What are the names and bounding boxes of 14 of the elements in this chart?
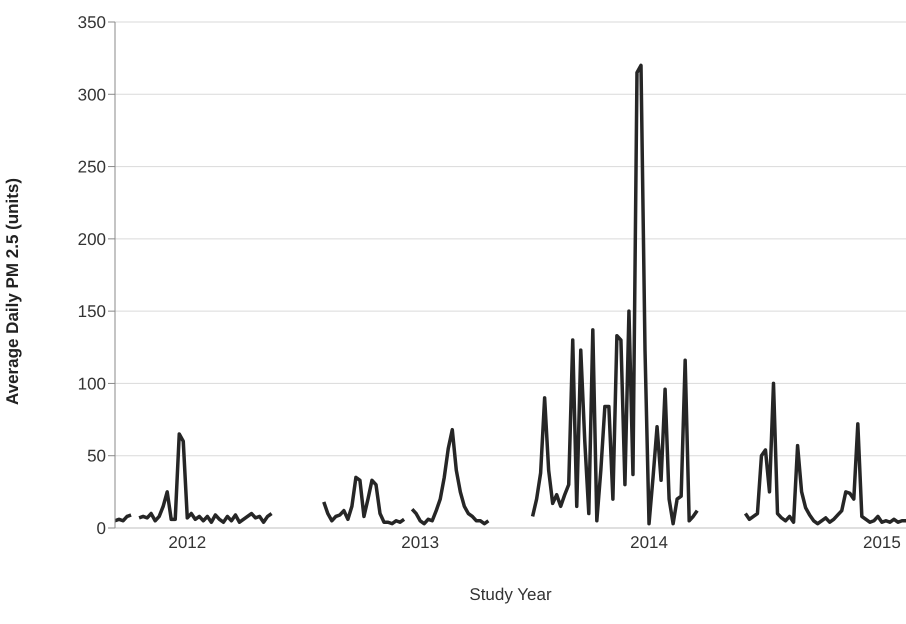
- x-tick-label: 2014: [630, 533, 668, 552]
- x-tick-label: 2015: [862, 533, 901, 552]
- y-tick-label: 0: [96, 519, 106, 538]
- y-axis-title: Average Daily PM 2.5 (units): [3, 178, 22, 405]
- y-tick-label: 50: [87, 446, 106, 466]
- y-tick-label: 350: [78, 13, 106, 32]
- x-axis-title: Study Year: [469, 585, 552, 604]
- y-tick-label: 250: [78, 158, 106, 177]
- x-tick-label: 2012: [168, 533, 206, 552]
- y-tick-label: 150: [78, 302, 106, 322]
- x-tick-label: 2013: [401, 533, 440, 552]
- y-tick-label: 200: [78, 230, 106, 249]
- y-tick-label: 300: [78, 85, 106, 104]
- y-tick-label: 100: [78, 374, 106, 394]
